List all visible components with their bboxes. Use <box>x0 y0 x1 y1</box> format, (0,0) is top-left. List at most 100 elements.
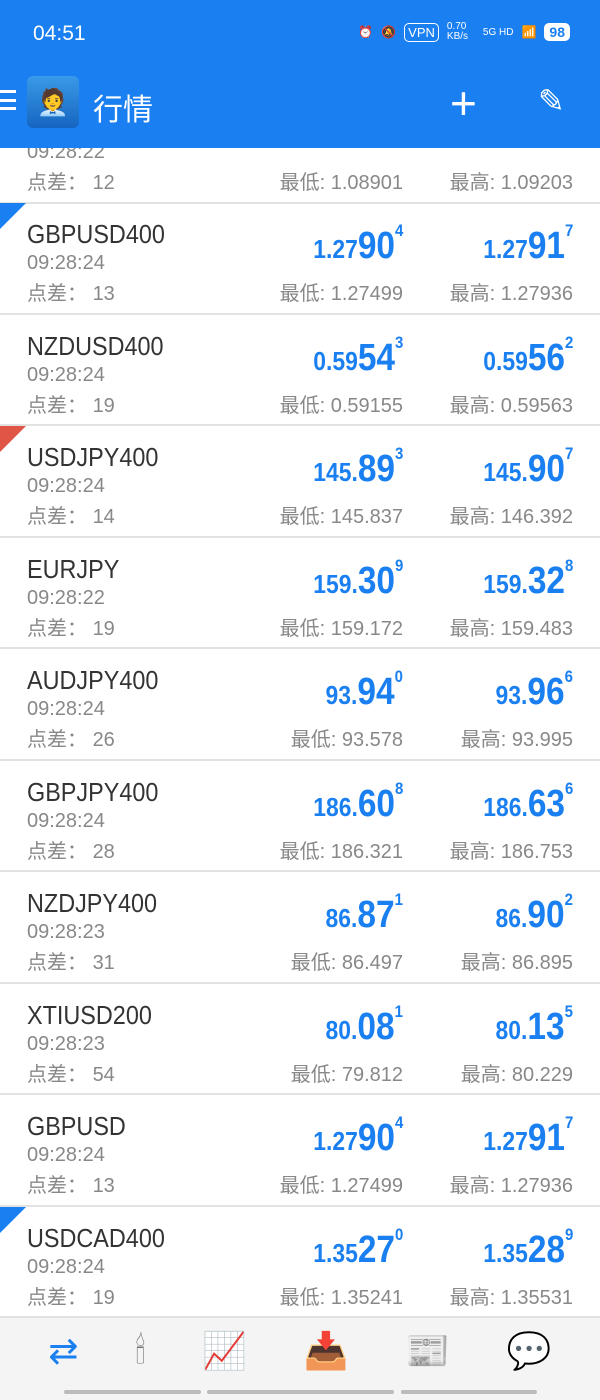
quote-row[interactable]: GBPJPY400 09:28:24 点差： 28 186.608 186.636 最… <box>0 761 600 872</box>
quote-row[interactable]: NZDUSD400 09:28:24 点差： 19 0.59543 0.59562 最… <box>0 315 600 426</box>
quote-time: 09:28:24 <box>27 363 105 386</box>
quote-row-partial[interactable]: 09:28:22 点差： 12 最低: 1.08901 最高: 1.09203 <box>0 148 600 204</box>
quote-time: 09:28:23 <box>27 921 105 943</box>
spread: 点差： 31 <box>27 952 115 974</box>
app-bar: 🧑‍💼 行情 + ✎ <box>0 68 600 148</box>
trade-icon[interactable]: 📈 <box>202 1330 247 1371</box>
quote-time: 09:28:24 <box>27 252 105 274</box>
spread: 点差： 19 <box>27 394 115 417</box>
ask-price: 93.966 <box>495 667 573 713</box>
low-price: 最低: 1.35241 <box>279 1286 403 1309</box>
high-price: 最高: 86.895 <box>460 952 573 974</box>
quotes-icon[interactable]: ⇄ <box>48 1330 79 1371</box>
app-logo: 🧑‍💼 <box>27 76 79 128</box>
spread: 点差： 13 <box>27 283 115 305</box>
spread: 点差： 19 <box>27 617 115 640</box>
high-price: 最高: 1.09203 <box>449 172 573 194</box>
symbol: AUDJPY400 <box>27 665 159 695</box>
ask-price: 86.902 <box>495 890 573 936</box>
high-price: 最高: 1.27936 <box>449 283 573 305</box>
plus-icon[interactable]: + <box>450 77 477 129</box>
direction-marker <box>0 426 26 452</box>
spread: 点差： 12 <box>27 172 115 194</box>
symbol: XTIUSD200 <box>27 999 152 1030</box>
low-price: 最低: 0.59155 <box>279 394 403 417</box>
news-icon[interactable]: 📰 <box>405 1330 451 1371</box>
quote-time: 09:28:22 <box>27 148 105 163</box>
symbol: GBPUSD400 <box>27 219 165 249</box>
high-price: 最高: 0.59563 <box>449 394 573 417</box>
clock: 04:51 <box>33 22 86 45</box>
low-price: 最低: 93.578 <box>290 729 403 751</box>
low-price: 最低: 145.837 <box>279 506 403 528</box>
ask-price: 186.636 <box>482 778 573 825</box>
symbol: EURJPY <box>27 553 120 584</box>
high-price: 最高: 80.229 <box>460 1063 573 1086</box>
quote-row[interactable]: AUDJPY400 09:28:24 点差： 26 93.940 93.966 最低:… <box>0 649 600 761</box>
low-price: 最低: 1.27499 <box>279 1175 403 1197</box>
quote-row[interactable]: XTIUSD200 09:28:23 点差： 54 80.081 80.135 最低:… <box>0 984 600 1095</box>
quote-time: 09:28:24 <box>27 809 105 832</box>
bid-price: 159.309 <box>312 555 403 602</box>
low-price: 最低: 1.08901 <box>279 172 403 194</box>
spread: 点差： 26 <box>27 729 115 751</box>
direction-marker <box>0 203 26 229</box>
spread: 点差： 14 <box>27 506 115 528</box>
wifi-icon: 📶 <box>521 25 537 39</box>
quote-time: 09:28:24 <box>27 1255 105 1278</box>
pencil-icon[interactable]: ✎ <box>538 83 565 119</box>
bid-price: 145.893 <box>312 444 403 490</box>
quote-time: 09:28:24 <box>27 475 105 497</box>
network-type: 5G HD <box>482 26 514 38</box>
low-price: 最低: 159.172 <box>279 617 403 640</box>
spread: 点差： 28 <box>27 840 115 863</box>
low-price: 最低: 86.497 <box>290 952 403 974</box>
bottom-nav: ⇄ 🕯 📈 📥 📰 💬 <box>0 1318 600 1400</box>
low-price: 最低: 79.812 <box>290 1063 403 1086</box>
bid-price: 186.608 <box>312 778 403 825</box>
spread: 点差： 54 <box>27 1063 115 1086</box>
quote-row[interactable]: GBPUSD400 09:28:24 点差： 13 1.27904 1.27917 最… <box>0 203 600 315</box>
spread: 点差： 19 <box>27 1286 115 1309</box>
menu-icon[interactable] <box>0 90 16 110</box>
chart-icon[interactable]: 🕯 <box>135 1329 146 1371</box>
bid-price: 86.871 <box>325 890 403 936</box>
ask-price: 80.135 <box>495 1001 573 1048</box>
ask-price: 1.27917 <box>482 1113 573 1159</box>
symbol: USDCAD400 <box>27 1222 165 1253</box>
high-price: 最高: 1.35531 <box>449 1286 573 1309</box>
high-price: 最高: 1.27936 <box>449 1175 573 1197</box>
quote-row[interactable]: USDJPY400 09:28:24 点差： 14 145.893 145.907 最… <box>0 426 600 538</box>
vpn-badge: VPN <box>404 22 439 42</box>
bid-price: 1.35270 <box>312 1224 403 1271</box>
high-price: 最高: 159.483 <box>449 617 573 640</box>
quote-time: 09:28:23 <box>27 1032 105 1055</box>
bid-price: 93.940 <box>325 667 403 713</box>
quote-row[interactable]: NZDJPY400 09:28:23 点差： 31 86.871 86.902 最低:… <box>0 872 600 984</box>
scroll-indicator <box>64 1390 201 1394</box>
high-price: 最高: 146.392 <box>449 506 573 528</box>
low-price: 最低: 1.27499 <box>279 283 403 305</box>
quotes-list[interactable]: 09:28:22 点差： 12 最低: 1.08901 最高: 1.09203 … <box>0 148 600 1318</box>
quote-row[interactable]: GBPUSD 09:28:24 点差： 13 1.27904 1.27917 最低: … <box>0 1095 600 1207</box>
direction-marker <box>0 1206 26 1233</box>
ask-price: 1.35289 <box>482 1224 573 1271</box>
ask-price: 159.328 <box>482 555 573 602</box>
status-bar: 04:51 ⏰ 🔕 VPN 0.70 KB/s 5G HD 📶 98 <box>0 0 600 68</box>
symbol: NZDJPY400 <box>27 888 158 918</box>
page-title: 行情 <box>93 94 153 127</box>
messages-icon[interactable]: 💬 <box>506 1330 552 1371</box>
mute-icon: 🔕 <box>381 25 397 39</box>
symbol: NZDUSD400 <box>27 330 164 361</box>
quote-row[interactable]: USDCAD400 09:28:24 点差： 19 1.35270 1.35289 最… <box>0 1206 600 1318</box>
ask-price: 0.59562 <box>482 332 573 379</box>
history-icon[interactable]: 📥 <box>303 1330 349 1371</box>
quote-time: 09:28:24 <box>27 698 105 720</box>
battery: 98 <box>544 23 570 41</box>
low-price: 最低: 186.321 <box>279 840 403 863</box>
bid-price: 1.27904 <box>312 1113 403 1159</box>
spread: 点差： 13 <box>27 1175 115 1197</box>
scroll-indicator <box>207 1390 394 1394</box>
quote-row[interactable]: EURJPY 09:28:22 点差： 19 159.309 159.328 最低: … <box>0 538 600 649</box>
ask-price: 1.27917 <box>482 221 573 267</box>
